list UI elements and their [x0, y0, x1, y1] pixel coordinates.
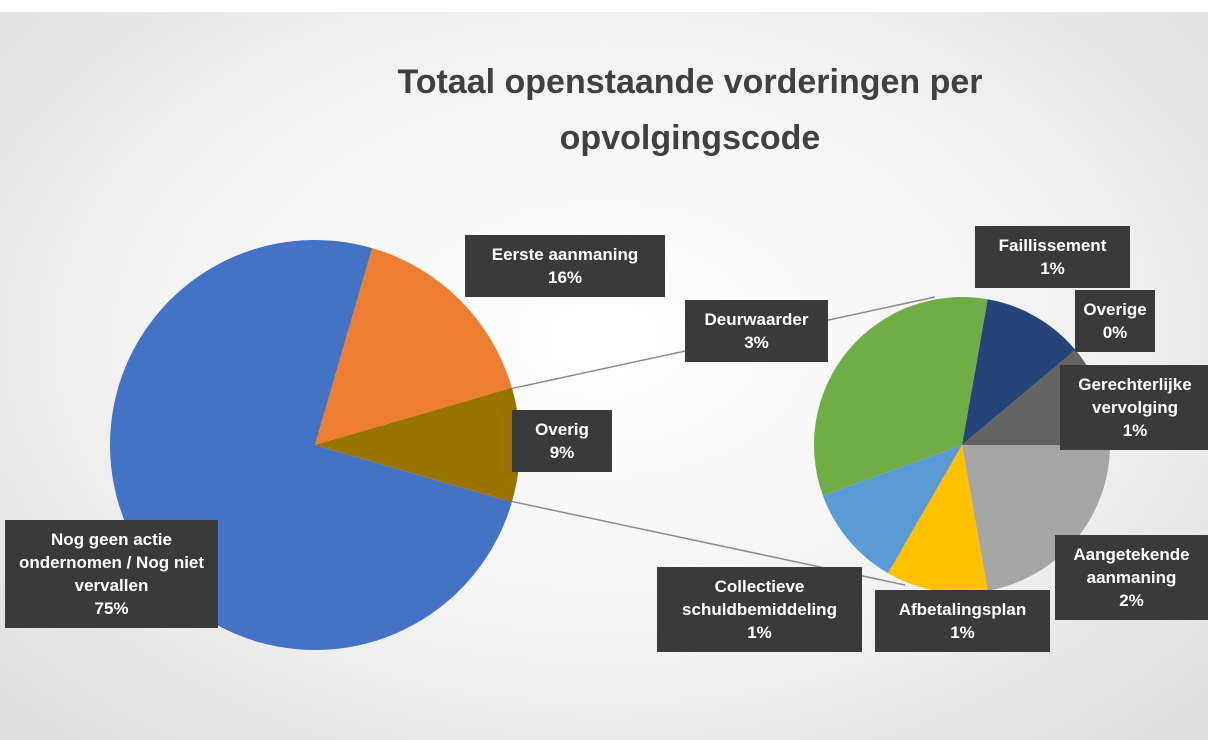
chart-plot [110, 240, 1110, 650]
value-label: 1% [1040, 259, 1065, 278]
data-label: Overige 0% [1075, 290, 1155, 352]
pie-slice [822, 445, 962, 574]
value-label: 9% [549, 443, 575, 462]
data-label: Deurwaarder 3% [685, 300, 828, 362]
pie-slice [962, 299, 1076, 445]
data-label: Aangetekende aanmaning 2% [1055, 535, 1208, 620]
category-name: Collectieve schuldbemiddeling [682, 577, 837, 619]
value-label: 2% [1119, 591, 1144, 610]
category-name: Faillissement [998, 236, 1107, 255]
value-label: 75% [94, 599, 129, 618]
category-name: Aangetekende aanmaning [1073, 545, 1190, 587]
data-label: Eerste aanmaning 16% [465, 235, 665, 297]
pie-slice [315, 387, 520, 503]
value-label: 0% [1102, 323, 1128, 342]
category-name: Overig [535, 420, 589, 439]
data-label: Faillissement 1% [975, 226, 1130, 288]
pie-slice [888, 445, 988, 593]
pie-slice [315, 248, 512, 445]
data-label: Gerechterlijke vervolging 1% [1060, 365, 1208, 450]
pie-slice [962, 445, 1110, 591]
category-name: Eerste aanmaning [491, 245, 639, 264]
data-label: Collectieve schuldbemiddeling 1% [657, 567, 862, 652]
value-label: 1% [747, 623, 772, 642]
data-label: Nog geen actie ondernomen / Nog niet ver… [5, 520, 218, 628]
data-label: Afbetalingsplan 1% [875, 590, 1050, 652]
value-label: 1% [950, 623, 975, 642]
category-name: Gerechterlijke vervolging [1078, 375, 1192, 417]
category-name: Overige [1083, 300, 1147, 319]
category-name: Nog geen actie ondernomen / Nog niet ver… [18, 530, 205, 595]
value-label: 16% [547, 268, 583, 287]
value-label: 3% [744, 333, 769, 352]
chart: Totaal openstaande vorderingen per opvol… [0, 12, 1208, 740]
category-name: Afbetalingsplan [898, 600, 1027, 619]
category-name: Deurwaarder [704, 310, 809, 329]
value-label: 1% [1122, 421, 1148, 440]
pie-slice [814, 296, 988, 496]
chart-title: Totaal openstaande vorderingen per opvol… [397, 63, 983, 157]
data-label: Overig 9% [512, 410, 612, 472]
